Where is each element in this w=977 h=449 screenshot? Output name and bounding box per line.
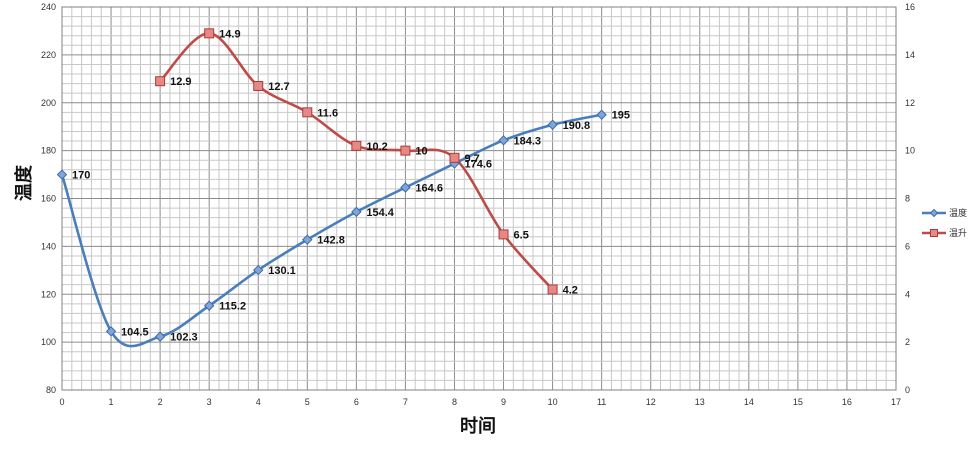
x-tick-label: 3	[207, 397, 212, 407]
data-point-square	[253, 80, 264, 91]
data-labels: 170 104.5 102.3 115.2 130.1 142.8 154.4 164.6 17…	[72, 28, 630, 343]
data-label: 154.4	[366, 207, 394, 219]
data-label: 142.8	[317, 235, 345, 247]
data-point-square	[351, 140, 362, 151]
x-tick-label: 16	[842, 397, 852, 407]
x-tick-label: 4	[256, 397, 261, 407]
data-point-diamond	[400, 182, 411, 193]
x-tick-label: 12	[646, 397, 656, 407]
data-label: 9.7	[464, 153, 479, 165]
data-point-diamond	[596, 109, 607, 120]
data-point-diamond	[253, 264, 264, 276]
x-tick-label: 9	[501, 397, 506, 407]
y2-tick-label: 12	[905, 98, 915, 108]
y2-tick-label: 2	[905, 337, 910, 347]
series-markers	[56, 28, 607, 342]
y2-tick-label: 16	[905, 2, 915, 12]
y-tick-label: 160	[41, 194, 56, 204]
data-label: 10.2	[366, 141, 387, 153]
x-tick-label: 6	[354, 397, 359, 407]
x-tick-label: 1	[109, 397, 114, 407]
data-label: 12.9	[170, 76, 191, 88]
plot-area-border	[61, 6, 897, 391]
legend-label: 温度	[949, 207, 967, 218]
data-label: 4.2	[563, 284, 578, 296]
x-tick-label: 13	[695, 397, 705, 407]
y2-tick-label: 14	[905, 50, 915, 60]
data-point-diamond	[56, 169, 68, 180]
x-tick-label: 11	[597, 397, 606, 407]
data-point-diamond	[498, 135, 509, 146]
data-point-square	[400, 145, 411, 156]
x-tick-label: 2	[158, 397, 163, 407]
x-tick-label: 8	[452, 397, 457, 407]
data-point-square	[547, 284, 558, 295]
y2-tick-label: 6	[905, 241, 910, 251]
x-tick-label: 14	[744, 397, 754, 407]
x-tick-label: 0	[59, 397, 64, 407]
y-tick-label: 140	[41, 241, 56, 251]
data-label: 10	[415, 146, 427, 158]
data-label: 11.6	[317, 107, 338, 119]
x-axis-title: 时间	[460, 416, 496, 437]
y-tick-label: 180	[41, 146, 56, 156]
data-label: 12.7	[268, 81, 289, 93]
data-label: 130.1	[268, 265, 296, 277]
data-point-diamond	[547, 119, 558, 130]
y-tick-label: 80	[46, 385, 56, 395]
y-tick-label: 200	[41, 98, 56, 108]
data-label: 6.5	[514, 229, 529, 241]
data-point-diamond	[203, 300, 215, 311]
data-point-diamond	[105, 326, 117, 337]
data-point-square	[302, 107, 313, 118]
data-point-diamond	[302, 234, 313, 245]
data-label: 184.3	[514, 135, 542, 147]
data-point-square	[449, 152, 460, 163]
y2-tick-label: 0	[905, 385, 910, 395]
data-label: 174.6	[464, 159, 492, 171]
x-tick-label: 17	[891, 397, 901, 407]
data-point-diamond	[351, 206, 362, 218]
y2-tick-label: 10	[905, 146, 915, 156]
x-tick-label: 15	[793, 397, 803, 407]
y2-tick-label: 4	[905, 289, 910, 299]
data-label: 115.2	[219, 301, 246, 313]
data-label: 190.8	[563, 120, 591, 132]
legend-marker-diamond	[929, 208, 939, 218]
data-point-square	[498, 229, 509, 240]
x-tick-label: 7	[403, 397, 408, 407]
data-label: 195	[612, 110, 630, 122]
x-tick-label: 10	[548, 397, 558, 407]
data-point-square	[155, 76, 166, 87]
y2-tick-label: 8	[905, 194, 910, 204]
data-point-square	[204, 28, 215, 39]
data-point-diamond	[154, 331, 166, 342]
data-label: 104.5	[121, 326, 149, 338]
y-tick-label: 120	[41, 289, 56, 299]
legend-marker-square	[930, 229, 938, 237]
y-tick-label: 220	[41, 50, 56, 60]
chart-axes	[61, 6, 897, 391]
y-tick-label: 100	[41, 337, 56, 347]
y-tick-label: 240	[41, 2, 56, 12]
series-lines	[60, 32, 602, 348]
data-label: 102.3	[170, 332, 198, 344]
data-label: 14.9	[219, 28, 240, 40]
data-label: 170	[72, 170, 90, 182]
tick-labels: 0 1 2 3 4 5 6 7 8 9 10 11 12 13 14 15 16 1780100120140160…	[41, 2, 915, 407]
data-label: 164.6	[415, 182, 443, 194]
legend-label: 温升	[949, 228, 967, 238]
y-axis-title: 温度	[13, 164, 35, 201]
x-tick-label: 5	[305, 397, 310, 407]
